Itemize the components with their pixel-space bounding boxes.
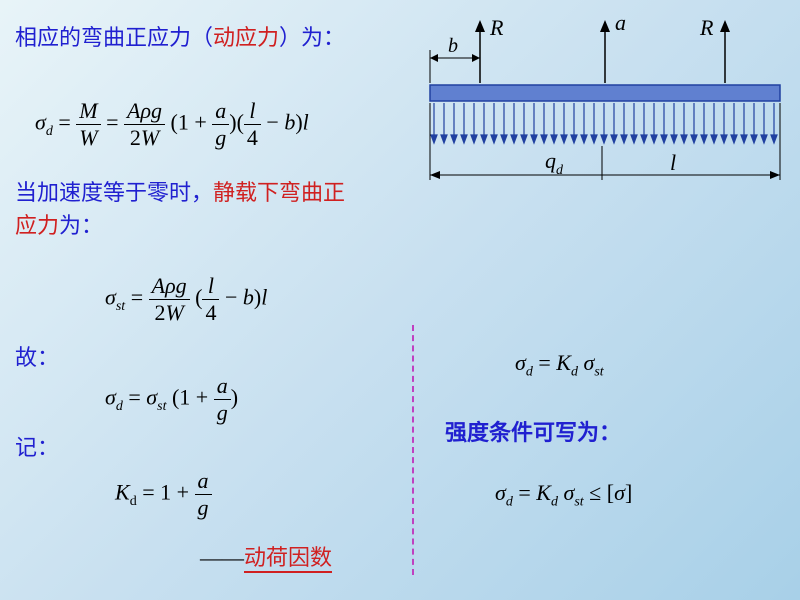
dim-b-arrow-r: [472, 54, 480, 62]
text-1b: 动应力: [213, 25, 279, 50]
dim-l-arrow-r: [770, 171, 780, 179]
label-q: qd: [545, 148, 564, 178]
text-gu: 故：: [15, 340, 59, 372]
text-line-1: 相应的弯曲正应力（动应力）为：: [15, 20, 345, 52]
label-R-right: R: [699, 15, 714, 40]
formula-right-2: σd = Kd σst ≤ [σ]: [495, 480, 632, 510]
formula-sigma-d: σd = MW = Aρg2W (1 + ag)(l4 − b)l: [35, 100, 309, 149]
text-1a: 相应的弯曲正应力（: [15, 25, 213, 50]
arrow-R-right-head: [720, 20, 730, 32]
label-R-left: R: [489, 15, 504, 40]
diagram-svg: R a R b: [420, 10, 790, 205]
beam-rect: [430, 85, 780, 101]
dim-l-arrow-l: [430, 171, 440, 179]
text-donghe: ——动荷因数: [200, 540, 332, 572]
formula-right-1: σd = Kd σst: [515, 350, 604, 380]
text-2d: 为：: [59, 213, 103, 238]
text-ji: 记：: [15, 430, 59, 462]
vertical-divider: [412, 325, 414, 575]
text-1c: ）为：: [279, 25, 345, 50]
text-line-2a: 当加速度等于零时，静载下弯曲正: [15, 175, 345, 207]
text-2a: 当加速度等于零时，: [15, 180, 213, 205]
dim-b-arrow-l: [430, 54, 438, 62]
formula-kd: Kd = 1 + ag: [115, 470, 212, 519]
distributed-load: [431, 103, 777, 143]
label-l: l: [670, 150, 676, 175]
text-line-2b: 应力为：: [15, 208, 103, 240]
label-a: a: [615, 10, 626, 35]
beam-diagram: R a R b: [420, 10, 790, 190]
formula-sigma-d-from-st: σd = σst (1 + ag): [105, 375, 238, 424]
label-b: b: [448, 35, 458, 57]
text-2b: 静载下弯曲正: [213, 180, 345, 205]
text-strength: 强度条件可写为：: [445, 415, 621, 447]
text-2c: 应力: [15, 213, 59, 238]
arrow-R-left-head: [475, 20, 485, 32]
arrow-a-head: [600, 20, 610, 32]
formula-sigma-st: σst = Aρg2W (l4 − b)l: [105, 275, 267, 324]
